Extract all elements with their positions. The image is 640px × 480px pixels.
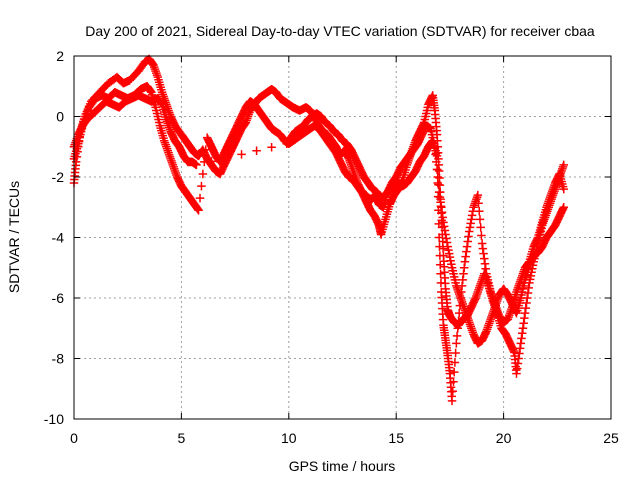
- x-tick-label: 0: [70, 430, 78, 446]
- data-point-marker: [201, 145, 210, 155]
- data-point-marker: [453, 324, 463, 333]
- data-point-marker: [237, 150, 246, 159]
- y-tick-label: -10: [44, 411, 64, 427]
- data-point-marker: [436, 278, 446, 288]
- data-point-marker: [475, 207, 484, 216]
- y-tick-label: -6: [52, 290, 65, 306]
- series-track-1: [69, 54, 568, 378]
- data-point-marker: [195, 193, 205, 203]
- data-point-marker: [222, 153, 231, 163]
- y-tick-label: -4: [52, 230, 65, 246]
- data-point-marker: [434, 233, 444, 242]
- data-point-marker: [452, 339, 461, 348]
- x-tick-label: 10: [281, 430, 297, 446]
- x-tick-label: 5: [178, 430, 186, 446]
- data-point-marker: [449, 377, 458, 386]
- x-tick-label: 20: [496, 430, 512, 446]
- data-point-marker: [559, 203, 568, 212]
- x-tick-label: 25: [603, 430, 619, 446]
- data-point-marker: [433, 192, 443, 201]
- data-point-marker: [433, 178, 442, 188]
- grid-layer: [74, 56, 611, 419]
- y-tick-label: -2: [52, 169, 65, 185]
- data-point-marker: [449, 367, 459, 377]
- data-point-marker: [267, 143, 276, 152]
- x-axis-label: GPS time / hours: [289, 458, 396, 474]
- y-tick-label: 0: [56, 109, 64, 125]
- series-track-3: [69, 91, 568, 406]
- data-point-marker: [475, 215, 485, 224]
- data-point-marker: [477, 231, 486, 240]
- data-point-marker: [434, 219, 444, 229]
- data-point-marker: [207, 157, 216, 166]
- data-point-marker: [474, 198, 483, 208]
- y-axis-label: SDTVAR / TECUs: [6, 181, 22, 293]
- data-point-marker: [435, 251, 445, 260]
- data-point-marker: [434, 206, 443, 215]
- data-point-marker: [476, 223, 485, 232]
- data-point-marker: [198, 169, 208, 179]
- data-point-marker: [194, 206, 203, 215]
- y-tick-label: -8: [52, 351, 65, 367]
- y-tick-label: 2: [56, 48, 64, 64]
- series-track-2: [69, 82, 568, 348]
- data-point-marker: [452, 331, 462, 341]
- data-point-marker: [473, 190, 483, 200]
- data-point-marker: [454, 308, 464, 318]
- data-marks: [69, 54, 568, 406]
- data-point-marker: [435, 260, 445, 269]
- data-point-marker: [436, 269, 445, 279]
- data-point-marker: [433, 165, 442, 174]
- axis-ticks: 0 5 10 15 20 25 -10 -8 -6 -4 -2 0 2: [44, 48, 619, 446]
- data-point-marker: [197, 181, 206, 191]
- data-point-marker: [454, 316, 463, 325]
- data-point-marker: [432, 151, 442, 161]
- data-point-marker: [252, 146, 261, 156]
- data-point-marker: [450, 358, 460, 367]
- data-point-marker: [451, 348, 460, 358]
- data-point-marker: [192, 160, 201, 170]
- data-point-marker: [559, 184, 568, 194]
- data-point-marker: [559, 160, 568, 170]
- data-point-marker: [200, 157, 209, 167]
- data-point-marker: [448, 387, 458, 396]
- data-point-marker: [435, 242, 444, 251]
- data-point-marker: [447, 396, 457, 406]
- data-point-marker: [455, 301, 465, 310]
- chart-title: Day 200 of 2021, Sidereal Day-to-day VTE…: [85, 23, 595, 39]
- x-tick-label: 15: [388, 430, 404, 446]
